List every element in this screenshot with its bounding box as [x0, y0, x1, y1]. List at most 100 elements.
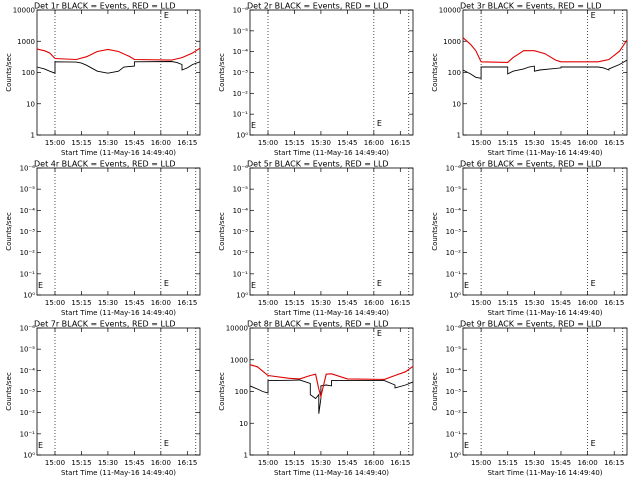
- y-tick-label: 10⁻⁵: [20, 186, 36, 194]
- y-tick-label: 1000: [443, 38, 461, 46]
- y-axis-label: Counts/sec: [218, 372, 226, 411]
- plot-frame: [462, 167, 628, 296]
- event-marker-label: E: [377, 329, 382, 338]
- y-tick-label: 10⁻⁶: [20, 165, 36, 173]
- event-marker-label: E: [464, 281, 469, 290]
- y-tick-label: 10: [452, 100, 461, 108]
- events-series-line: [36, 61, 201, 74]
- event-marker-label: E: [164, 279, 169, 288]
- y-axis-label: Counts/sec: [218, 212, 226, 251]
- event-marker-label: E: [251, 281, 256, 290]
- y-tick-label: 1000: [230, 356, 248, 364]
- panel-7: Det 7r BLACK = Events, RED = LLD 10⁰ 10⁻¹ 1…: [5, 320, 201, 477]
- x-axis-label: Start Time (11-May-16 14:49:40): [274, 149, 389, 157]
- x-tick-label: 15:15: [498, 139, 518, 147]
- x-tick-label: 15:30: [524, 459, 544, 467]
- y-tick-label: 10⁻⁶: [233, 165, 249, 173]
- x-tick-label: 15:15: [284, 139, 304, 147]
- x-tick-label: 16:00: [151, 459, 171, 467]
- event-marker-label: E: [591, 11, 596, 20]
- y-tick-label: 10⁻²: [20, 249, 36, 257]
- y-tick-label: 10⁻⁶: [233, 7, 249, 15]
- y-tick-label: 10⁻²: [233, 90, 249, 98]
- y-tick-label: 10⁻³: [20, 228, 36, 236]
- panel-title: Det 9r BLACK = Events, RED = LLD: [460, 320, 602, 329]
- y-tick-label: 10⁻⁴: [233, 48, 249, 56]
- x-tick-label: 16:15: [604, 139, 624, 147]
- panel-9: Det 9r BLACK = Events, RED = LLD 10⁰ 10⁻¹ 1…: [431, 320, 628, 477]
- event-marker-label: E: [251, 121, 256, 130]
- y-tick-label: 1: [244, 452, 248, 460]
- y-tick-label: 10⁻³: [233, 69, 249, 77]
- y-tick-label: 10⁻⁶: [446, 165, 462, 173]
- plot-frame: [249, 327, 414, 456]
- x-tick-label: 15:15: [498, 299, 518, 307]
- x-axis-label: Start Time (11-May-16 14:49:40): [274, 469, 389, 477]
- plot-frame: [36, 327, 201, 456]
- panel-title: Det 6r BLACK = Events, RED = LLD: [460, 160, 602, 169]
- panel-title: Det 1r BLACK = Events, RED = LLD: [34, 2, 176, 11]
- y-tick-label: 1: [457, 132, 461, 140]
- panel-6: Det 6r BLACK = Events, RED = LLD 10⁰ 10⁻¹ 1…: [431, 160, 628, 317]
- panel-title: Det 3r BLACK = Events, RED = LLD: [460, 2, 602, 11]
- events-series-line: [249, 379, 414, 414]
- panel-2: Det 2r BLACK = Events, RED = LLD 10⁰ 10⁻¹ 1…: [218, 2, 414, 157]
- x-tick-label: 15:00: [45, 459, 65, 467]
- x-tick-label: 15:00: [258, 459, 278, 467]
- panel-1: Det 1r BLACK = Events, RED = LLD 1 10 100 10…: [5, 2, 201, 157]
- event-marker-label: E: [164, 11, 169, 20]
- x-tick-label: 15:30: [98, 299, 118, 307]
- lld-series-line: [36, 47, 201, 61]
- x-tick-label: 15:45: [124, 139, 144, 147]
- x-tick-label: 16:15: [177, 459, 197, 467]
- x-axis-label: Start Time (11-May-16 14:49:40): [61, 469, 176, 477]
- y-tick-label: 10⁻⁵: [233, 27, 249, 35]
- plot-frame: [36, 167, 201, 296]
- event-marker-label: E: [164, 439, 169, 448]
- x-tick-label: 15:30: [311, 299, 331, 307]
- x-tick-label: 16:00: [151, 139, 171, 147]
- y-tick-label: 10⁻³: [446, 228, 462, 236]
- panel-5: Det 5r BLACK = Events, RED = LLD 10⁰ 10⁻¹ 1…: [218, 160, 414, 317]
- x-tick-label: 15:00: [45, 139, 65, 147]
- y-tick-label: 10⁻³: [233, 228, 249, 236]
- x-tick-label: 16:00: [578, 139, 598, 147]
- x-tick-label: 16:15: [604, 459, 624, 467]
- x-tick-label: 15:15: [284, 299, 304, 307]
- y-tick-label: 10000: [13, 7, 35, 15]
- x-tick-label: 15:45: [551, 459, 571, 467]
- y-axis-label: Counts/sec: [431, 212, 439, 251]
- y-tick-label: 10⁻¹: [446, 430, 462, 438]
- y-tick-label: 10⁻⁶: [20, 325, 36, 333]
- y-tick-label: 10⁻²: [233, 249, 249, 257]
- x-tick-label: 15:30: [524, 139, 544, 147]
- x-tick-label: 15:15: [284, 459, 304, 467]
- panel-title: Det 2r BLACK = Events, RED = LLD: [247, 2, 389, 11]
- lld-series-line: [462, 37, 628, 63]
- x-tick-label: 15:45: [551, 299, 571, 307]
- y-tick-label: 10⁻⁵: [20, 346, 36, 354]
- y-tick-label: 10⁻²: [446, 249, 462, 257]
- x-tick-label: 16:00: [151, 299, 171, 307]
- event-marker-label: E: [377, 119, 382, 128]
- y-tick-label: 10⁻⁵: [233, 186, 249, 194]
- x-axis-label: Start Time (11-May-16 14:49:40): [487, 309, 602, 317]
- panel-title: Det 8r BLACK = Events, RED = LLD: [247, 320, 389, 329]
- x-tick-label: 15:45: [124, 459, 144, 467]
- x-tick-label: 15:15: [71, 139, 91, 147]
- x-tick-label: 15:45: [337, 139, 357, 147]
- x-tick-label: 15:00: [471, 139, 491, 147]
- y-tick-label: 10⁻⁴: [446, 207, 462, 215]
- event-marker-label: E: [591, 279, 596, 288]
- x-tick-label: 15:45: [551, 139, 571, 147]
- x-tick-label: 15:15: [498, 459, 518, 467]
- x-tick-label: 15:30: [311, 459, 331, 467]
- y-tick-label: 10⁻⁴: [20, 207, 36, 215]
- x-tick-label: 15:15: [71, 299, 91, 307]
- y-tick-label: 10⁻³: [20, 388, 36, 396]
- y-tick-label: 10⁻⁴: [446, 367, 462, 375]
- y-axis-label: Counts/sec: [218, 53, 226, 92]
- panel-title: Det 4r BLACK = Events, RED = LLD: [34, 160, 176, 169]
- y-tick-label: 10⁻¹: [20, 430, 36, 438]
- x-tick-label: 16:00: [364, 139, 384, 147]
